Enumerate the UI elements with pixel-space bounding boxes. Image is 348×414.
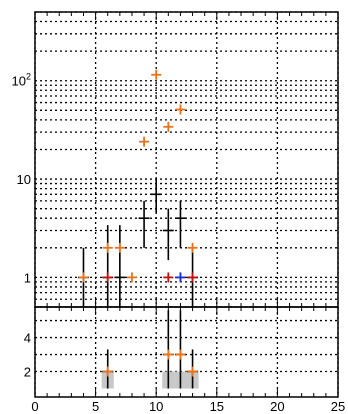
lower-y-tick-label: 2	[24, 365, 31, 380]
x-tick-label: 5	[92, 399, 99, 414]
y-tick-label: 1	[24, 270, 31, 285]
lower-panel-marks	[102, 310, 199, 389]
x-tick-label: 0	[31, 399, 38, 414]
axis-tick-labels: 1 10 102 2 4 0 5 10 15 20 25	[12, 12, 345, 414]
lower-y-tick-label: 4	[24, 331, 31, 346]
x-tick-label: 10	[149, 399, 163, 414]
upper-panel-marks	[78, 69, 199, 307]
lower-panel-bands	[101, 371, 199, 389]
x-tick-label: 25	[331, 399, 345, 414]
x-tick-label: 20	[270, 399, 284, 414]
upper-panel-frame	[34, 11, 339, 308]
lower-panel-frame	[34, 306, 339, 398]
upper-panel-grid	[34, 11, 339, 308]
y-tick-label: 10	[17, 172, 31, 187]
x-tick-label: 15	[210, 399, 224, 414]
y-tick-label: 102	[12, 72, 31, 89]
